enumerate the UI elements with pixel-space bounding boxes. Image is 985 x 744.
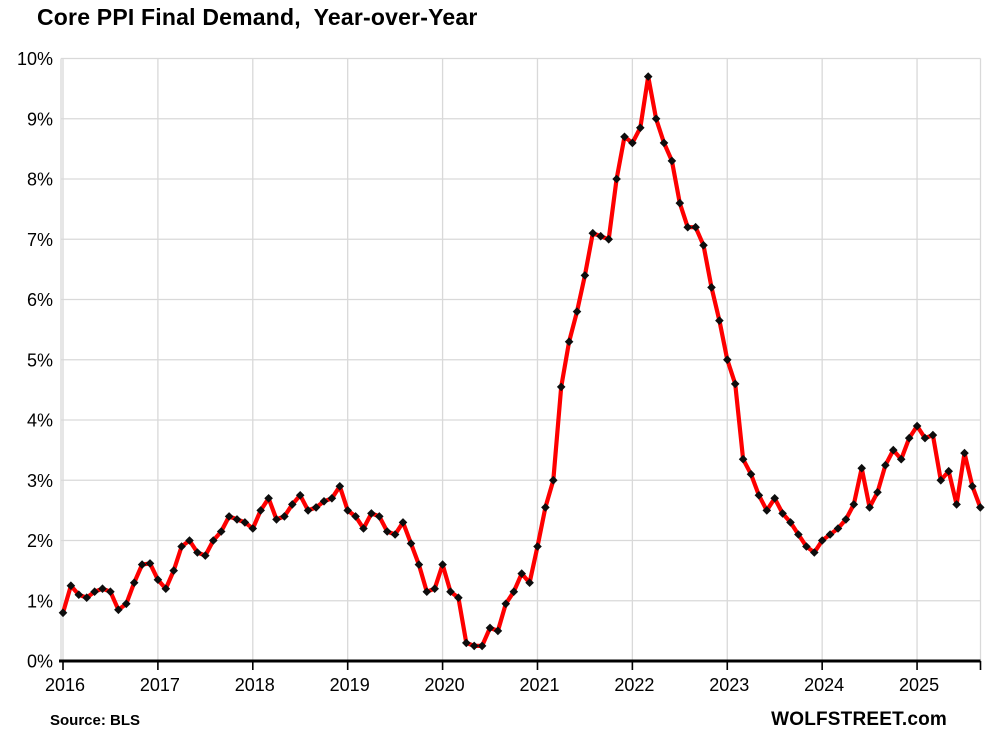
site-watermark: WOLFSTREET.com <box>771 709 947 730</box>
svg-text:2%: 2% <box>27 531 53 551</box>
svg-text:2023: 2023 <box>709 675 749 695</box>
svg-text:5%: 5% <box>27 350 53 370</box>
chart-title: Core PPI Final Demand, Year-over-Year <box>37 4 478 30</box>
svg-text:2016: 2016 <box>45 675 85 695</box>
svg-text:7%: 7% <box>27 230 53 250</box>
svg-text:3%: 3% <box>27 471 53 491</box>
svg-text:2024: 2024 <box>804 675 844 695</box>
svg-text:2017: 2017 <box>140 675 180 695</box>
svg-text:8%: 8% <box>27 170 53 190</box>
svg-text:9%: 9% <box>27 109 53 129</box>
svg-text:0%: 0% <box>27 652 53 672</box>
svg-text:6%: 6% <box>27 290 53 310</box>
svg-text:2018: 2018 <box>235 675 275 695</box>
svg-text:1%: 1% <box>27 591 53 611</box>
source-note: Source: BLS <box>50 712 141 729</box>
svg-text:2019: 2019 <box>330 675 370 695</box>
svg-text:2022: 2022 <box>614 675 654 695</box>
svg-text:2020: 2020 <box>425 675 465 695</box>
svg-text:10%: 10% <box>17 49 53 69</box>
svg-text:4%: 4% <box>27 411 53 431</box>
svg-text:2021: 2021 <box>519 675 559 695</box>
svg-text:2025: 2025 <box>899 675 939 695</box>
